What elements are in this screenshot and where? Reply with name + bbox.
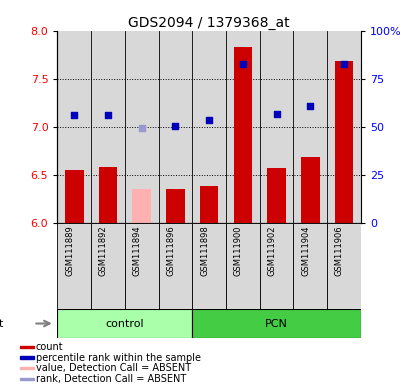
- Text: GSM111902: GSM111902: [267, 225, 276, 276]
- Text: percentile rank within the sample: percentile rank within the sample: [36, 353, 200, 362]
- Text: GSM111898: GSM111898: [200, 225, 209, 276]
- Bar: [192, 223, 225, 309]
- Bar: [65, 170, 83, 223]
- Bar: [192, 31, 225, 223]
- Bar: [300, 157, 319, 223]
- Text: value, Detection Call = ABSENT: value, Detection Call = ABSENT: [36, 363, 191, 373]
- Text: GSM111900: GSM111900: [233, 225, 242, 276]
- Text: GSM111894: GSM111894: [133, 225, 142, 276]
- Bar: [293, 31, 326, 223]
- Text: count: count: [36, 342, 63, 352]
- Bar: [199, 186, 218, 223]
- Bar: [132, 189, 151, 223]
- Bar: [99, 167, 117, 223]
- Title: GDS2094 / 1379368_at: GDS2094 / 1379368_at: [128, 16, 289, 30]
- Text: GSM111896: GSM111896: [166, 225, 175, 276]
- Text: GSM111892: GSM111892: [99, 225, 108, 276]
- Bar: [91, 223, 124, 309]
- Text: agent: agent: [0, 318, 4, 329]
- Text: GSM111904: GSM111904: [301, 225, 310, 276]
- Point: [138, 124, 145, 131]
- Bar: [259, 223, 293, 309]
- Bar: [326, 31, 360, 223]
- Bar: [20, 356, 34, 359]
- Text: rank, Detection Call = ABSENT: rank, Detection Call = ABSENT: [36, 374, 186, 384]
- Point: [71, 112, 77, 118]
- Point: [306, 103, 313, 109]
- Bar: [233, 47, 252, 223]
- Point: [172, 123, 178, 129]
- Point: [205, 117, 212, 123]
- Text: PCN: PCN: [265, 318, 287, 329]
- Bar: [293, 223, 326, 309]
- Point: [340, 61, 346, 67]
- Bar: [20, 367, 34, 369]
- Bar: [124, 31, 158, 223]
- Bar: [225, 31, 259, 223]
- Bar: [225, 223, 259, 309]
- Bar: [192, 309, 360, 338]
- Bar: [334, 61, 353, 223]
- Bar: [158, 31, 192, 223]
- Bar: [166, 189, 184, 223]
- Text: GSM111906: GSM111906: [334, 225, 343, 276]
- Bar: [20, 346, 34, 348]
- Bar: [326, 223, 360, 309]
- Bar: [91, 31, 124, 223]
- Point: [272, 111, 279, 118]
- Bar: [267, 168, 285, 223]
- Point: [239, 61, 245, 67]
- Bar: [57, 31, 91, 223]
- Bar: [158, 223, 192, 309]
- Text: control: control: [105, 318, 144, 329]
- Bar: [124, 223, 158, 309]
- Bar: [259, 31, 293, 223]
- Text: GSM111889: GSM111889: [65, 225, 74, 276]
- Point: [104, 112, 111, 118]
- Bar: [20, 377, 34, 380]
- Bar: [57, 223, 91, 309]
- Bar: [57, 309, 192, 338]
